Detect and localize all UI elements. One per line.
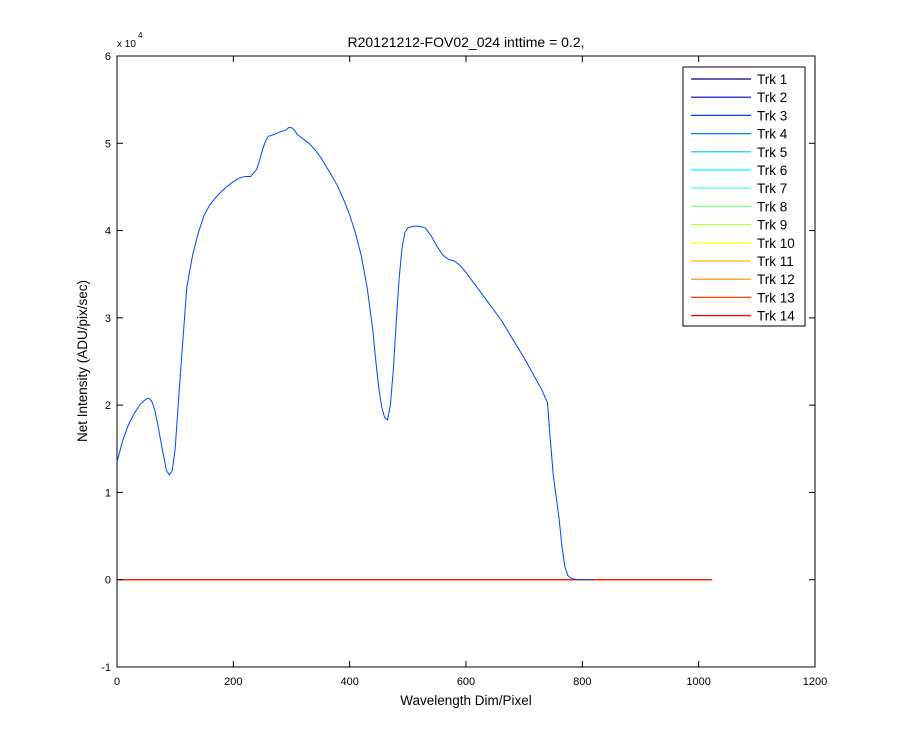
legend-label: Trk 5 bbox=[757, 145, 787, 160]
legend-item: Trk 11 bbox=[691, 254, 794, 269]
x-tick-label: 400 bbox=[340, 676, 358, 688]
legend-label: Trk 4 bbox=[757, 127, 788, 142]
legend-item: Trk 12 bbox=[691, 272, 795, 287]
legend-label: Trk 1 bbox=[757, 72, 787, 87]
legend-item: Trk 1 bbox=[691, 72, 787, 87]
legend-item: Trk 6 bbox=[691, 163, 787, 178]
y-tick-label: 2 bbox=[105, 400, 111, 412]
legend-item: Trk 3 bbox=[691, 108, 787, 123]
legend-label: Trk 10 bbox=[757, 236, 795, 251]
legend-item: Trk 14 bbox=[691, 309, 795, 324]
x-tick-label: 0 bbox=[114, 676, 120, 688]
y-tick-label: 1 bbox=[105, 487, 111, 499]
legend-box bbox=[682, 66, 806, 327]
x-tick-label: 200 bbox=[224, 676, 242, 688]
legend-label: Trk 3 bbox=[757, 108, 787, 123]
chart-title: R20121212-FOV02_024 inttime = 0.2, bbox=[348, 34, 585, 50]
series-layer bbox=[116, 127, 713, 581]
y-tick-labels: -1 0 1 2 3 4 5 6 bbox=[101, 51, 111, 674]
legend-item: Trk 4 bbox=[691, 127, 788, 142]
x-tick-label: 1000 bbox=[686, 676, 710, 688]
legend-label: Trk 9 bbox=[757, 218, 787, 233]
y-exponent-base: x 10 bbox=[117, 39, 136, 50]
legend: Trk 1 Trk 2 Trk 3 Trk 4 Trk 5 Trk 6 Trk 7 Trk 8… bbox=[682, 66, 806, 327]
x-tick-label: 600 bbox=[457, 676, 475, 688]
legend-label: Trk 13 bbox=[757, 290, 795, 305]
legend-label: Trk 12 bbox=[757, 272, 795, 287]
legend-label: Trk 8 bbox=[757, 199, 787, 214]
legend-label: Trk 2 bbox=[757, 90, 787, 105]
legend-item: Trk 13 bbox=[691, 290, 795, 305]
legend-label: Trk 7 bbox=[757, 181, 787, 196]
y-tick-label: 6 bbox=[105, 51, 111, 63]
legend-label: Trk 11 bbox=[757, 254, 794, 269]
legend-item: Trk 9 bbox=[691, 218, 787, 233]
x-tick-label: 800 bbox=[573, 676, 591, 688]
legend-items: Trk 1 Trk 2 Trk 3 Trk 4 Trk 5 Trk 6 Trk 7 Trk 8… bbox=[691, 72, 795, 324]
y-tick-label: 0 bbox=[105, 575, 111, 587]
x-tick-label: 1200 bbox=[803, 676, 827, 688]
x-tick-labels: 0 200 400 600 800 1000 1200 bbox=[114, 676, 827, 688]
legend-item: Trk 7 bbox=[691, 181, 787, 196]
legend-label: Trk 14 bbox=[757, 309, 795, 324]
y-tick-label: 3 bbox=[105, 313, 111, 325]
legend-item: Trk 2 bbox=[691, 90, 787, 105]
y-tick-label: 4 bbox=[105, 226, 111, 238]
series-line-trk-3 bbox=[116, 127, 594, 581]
y-axis-label: Net Intensity (ADU/pix/sec) bbox=[75, 280, 90, 442]
legend-item: Trk 8 bbox=[691, 199, 787, 214]
x-axis-label: Wavelength Dim/Pixel bbox=[400, 693, 532, 708]
legend-label: Trk 6 bbox=[757, 163, 787, 178]
y-tick-label: 5 bbox=[105, 138, 111, 150]
y-tick-label: -1 bbox=[101, 662, 111, 674]
legend-item: Trk 5 bbox=[691, 145, 787, 160]
legend-item: Trk 10 bbox=[691, 236, 795, 251]
y-exponent-power: 4 bbox=[138, 31, 143, 40]
ticks-layer bbox=[116, 55, 816, 668]
